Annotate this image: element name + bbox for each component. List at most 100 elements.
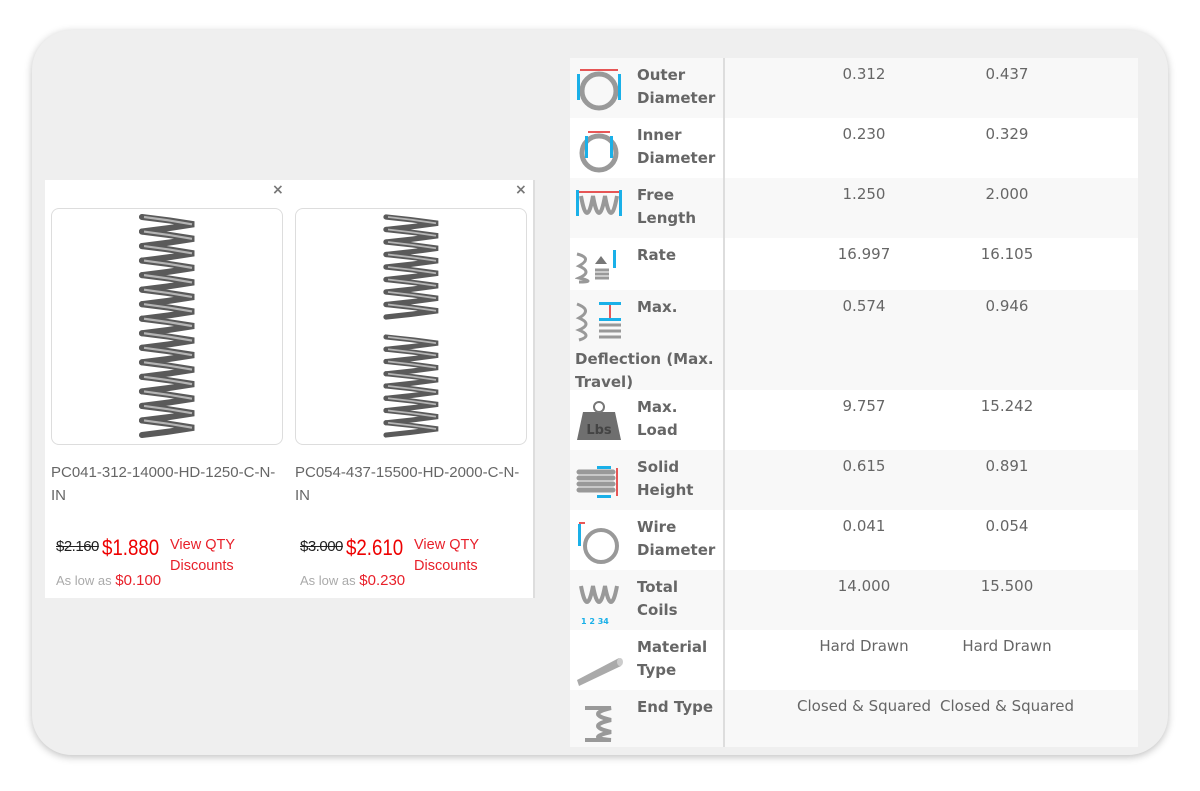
svg-text:Lbs: Lbs — [586, 423, 612, 438]
spring-highlight — [387, 421, 437, 430]
spec-value: 16.997 — [837, 245, 891, 263]
spec-label: End Type — [637, 698, 714, 716]
spring-highlight — [143, 332, 193, 342]
spring-highlight — [387, 360, 437, 369]
spring-highlight — [143, 390, 193, 400]
spring-highlight — [387, 266, 437, 275]
spec-label: Solid Height — [637, 458, 694, 499]
spring-highlight — [143, 303, 193, 313]
spec-row: Max. Deflection (Max. Travel) 0.574 0.94… — [570, 290, 1138, 391]
spec-row: Inner Diameter 0.230 0.329 — [570, 118, 1138, 178]
spec-label: Outer Diameter — [637, 66, 716, 107]
as-low-label: As low as — [56, 573, 112, 588]
svg-text:1 2 34: 1 2 34 — [581, 617, 609, 626]
spec-value: 14.000 — [837, 577, 891, 595]
spec-row: Wire Diameter 0.041 0.054 — [570, 510, 1138, 570]
spring-highlight — [143, 317, 193, 328]
spec-value: 0.230 — [842, 125, 886, 143]
spec-value: 0.437 — [985, 65, 1029, 83]
spring-highlight — [387, 228, 437, 237]
max-deflection-icon — [575, 302, 621, 342]
spec-value: Closed & Squared — [940, 697, 1074, 715]
wire-rod-icon — [577, 658, 623, 686]
spring-highlight — [387, 278, 437, 287]
spec-label-cell: Lbs Max. Load — [570, 390, 725, 450]
spec-comparison-table: Outer Diameter 0.312 0.437 Inner Diameter… — [570, 58, 1138, 747]
spec-label-cell: 1 2 34 Total Coils — [570, 570, 725, 630]
remove-product-button[interactable]: × — [515, 182, 527, 198]
spec-value: 0.615 — [842, 457, 886, 475]
view-qty-discounts-link[interactable]: View QTY Discounts — [414, 537, 479, 574]
spec-value: 0.574 — [842, 297, 886, 315]
spring-highlight — [143, 346, 193, 357]
spec-row: Free Length 1.250 2.000 — [570, 178, 1138, 238]
spec-row: 1 2 34 Total Coils 14.000 15.500 — [570, 570, 1138, 630]
spring-highlight — [143, 288, 193, 299]
remove-product-button[interactable]: × — [272, 182, 284, 198]
product-sku[interactable]: PC054-437-15500-HD-2000-C-N-IN — [295, 464, 520, 504]
spec-value: 2.000 — [985, 185, 1029, 203]
spec-label-cell: Outer Diameter — [570, 58, 725, 118]
end-type-icon — [585, 706, 612, 742]
free-length-icon — [576, 190, 622, 216]
spring-highlight — [143, 244, 193, 255]
spec-value: 0.041 — [842, 517, 886, 535]
spec-value: 15.242 — [980, 397, 1034, 415]
spring-highlight — [387, 348, 437, 357]
spec-value: 1.250 — [842, 185, 886, 203]
spec-label: Rate — [637, 246, 677, 264]
spec-value: 15.500 — [980, 577, 1034, 595]
spring-highlight — [387, 241, 437, 250]
spec-label: Inner Diameter — [637, 126, 716, 167]
spec-row: Rate 16.997 16.105 — [570, 238, 1138, 290]
sale-price: $1.880 — [102, 535, 160, 560]
spring-highlight — [143, 259, 193, 269]
spec-label-cell: End Type — [570, 690, 725, 747]
spec-row: Material Type Hard Drawn Hard Drawn — [570, 630, 1138, 690]
spec-value: Hard Drawn — [962, 637, 1052, 655]
spec-value: 0.054 — [985, 517, 1029, 535]
spec-value: 0.891 — [985, 457, 1029, 475]
as-low-as: As low as $0.230 — [300, 572, 405, 589]
as-low-as: As low as $0.100 — [56, 572, 161, 589]
spec-value: 9.757 — [842, 397, 886, 415]
spec-label-cell: Free Length — [570, 178, 725, 238]
spec-label-cell: Wire Diameter — [570, 510, 725, 570]
wire-diameter-icon — [578, 522, 619, 564]
weight-icon: Lbs — [577, 401, 621, 440]
spec-label-cell: Solid Height — [570, 450, 725, 510]
spring-highlight — [387, 397, 437, 406]
spring-highlight — [387, 385, 437, 394]
spec-label: Max. Deflection (Max. Travel) — [575, 298, 714, 391]
sale-price: $2.610 — [346, 535, 404, 560]
spec-value: 16.105 — [980, 245, 1034, 263]
inner-diameter-icon — [579, 131, 619, 173]
spec-label-cell: Max. Deflection (Max. Travel) — [570, 290, 725, 391]
view-qty-discounts-link[interactable]: View QTY Discounts — [170, 537, 235, 574]
spec-label: Total Coils — [637, 578, 678, 619]
spring-highlight — [387, 336, 437, 345]
product-image[interactable] — [51, 208, 283, 445]
product-image[interactable] — [295, 208, 527, 445]
spec-row: Outer Diameter 0.312 0.437 — [570, 58, 1138, 118]
rate-icon — [575, 250, 616, 284]
spring-highlight — [387, 291, 437, 300]
spring-highlight — [387, 409, 437, 418]
spec-row: Lbs Max. Load 9.757 15.242 — [570, 390, 1138, 450]
spring-highlight — [143, 215, 193, 226]
spring-highlight — [387, 216, 437, 225]
spring-image — [383, 214, 439, 438]
original-price: $3.000 — [300, 538, 343, 555]
spec-label: Max. Load — [637, 398, 678, 439]
as-low-label: As low as — [300, 573, 356, 588]
product-sku[interactable]: PC041-312-14000-HD-1250-C-N-IN — [51, 464, 276, 504]
original-price: $2.160 — [56, 538, 99, 555]
outer-diameter-icon — [577, 69, 621, 111]
spring-highlight — [387, 303, 437, 312]
spec-label: Free Length — [637, 186, 696, 227]
spec-value: Closed & Squared — [797, 697, 931, 715]
spring-highlight — [143, 361, 193, 371]
spring-highlight — [143, 404, 193, 415]
spring-highlight — [143, 375, 193, 386]
compare-panel: × PC041-312-14000-HD-1250-C-N-IN $2.160 … — [45, 180, 535, 598]
